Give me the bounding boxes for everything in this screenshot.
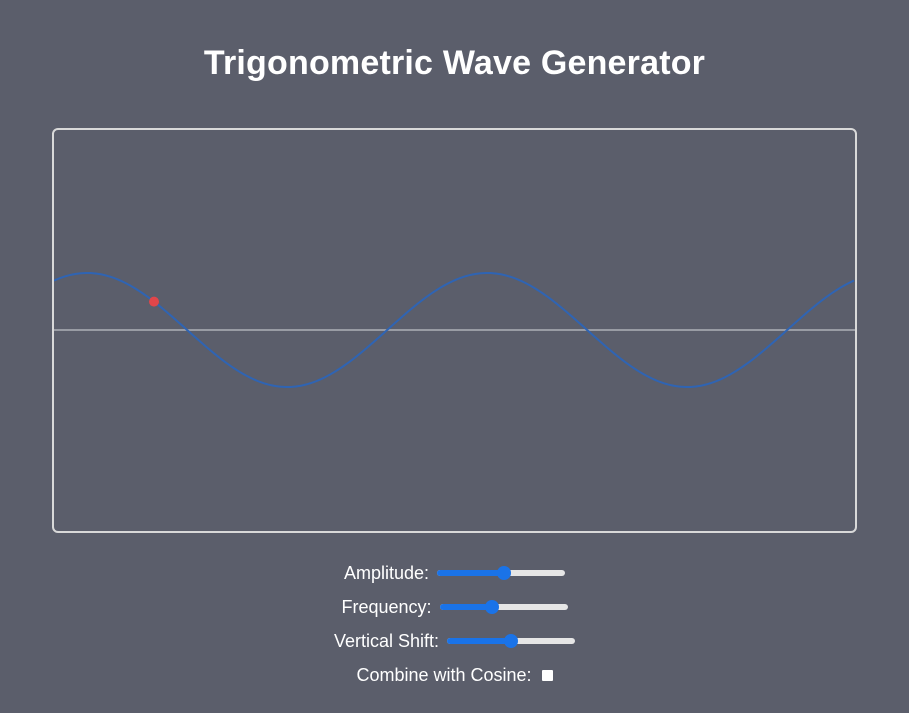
wave-plot	[54, 272, 855, 388]
slider-thumb[interactable]	[504, 634, 519, 648]
slider-thumb[interactable]	[497, 566, 512, 580]
amplitude-control: Amplitude:	[0, 556, 909, 590]
amplitude-slider[interactable]	[437, 565, 566, 581]
wave-canvas	[52, 128, 857, 533]
frequency-control: Frequency:	[0, 590, 909, 624]
slider-thumb[interactable]	[485, 600, 500, 614]
vertical-shift-control: Vertical Shift:	[0, 624, 909, 658]
slider-fill	[439, 604, 493, 610]
slider-fill	[437, 570, 505, 576]
amplitude-label: Amplitude:	[343, 562, 430, 583]
combine-cosine-label: Combine with Cosine:	[356, 664, 532, 685]
wave-curve	[54, 272, 855, 388]
page-title: Trigonometric Wave Generator	[203, 44, 706, 82]
frequency-label: Frequency:	[341, 596, 432, 617]
slider-track	[439, 604, 568, 610]
slider-fill	[447, 638, 512, 644]
vertical-shift-slider[interactable]	[447, 633, 576, 649]
combine-cosine-control: Combine with Cosine:	[0, 658, 909, 692]
combine-cosine-checkbox[interactable]	[541, 669, 553, 681]
frequency-slider[interactable]	[439, 599, 568, 615]
controls-panel: Amplitude: Frequency: Vertical Shift: Co…	[0, 556, 909, 692]
wave-marker	[149, 296, 159, 307]
vertical-shift-label: Vertical Shift:	[333, 630, 440, 651]
